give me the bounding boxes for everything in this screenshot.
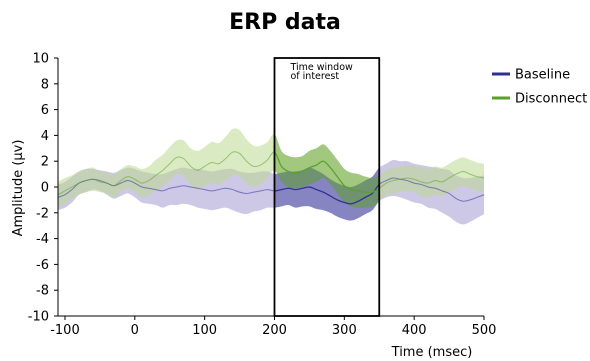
x-tick-label: 100 bbox=[192, 323, 217, 338]
chart-title: ERP data bbox=[229, 10, 341, 35]
confidence-bands bbox=[58, 128, 484, 225]
x-tick-label: -100 bbox=[50, 323, 80, 338]
y-tick-label: 8 bbox=[41, 77, 49, 92]
window-label-line: of interest bbox=[290, 71, 339, 82]
y-tick-label: 6 bbox=[41, 103, 49, 118]
y-tick-label: -6 bbox=[36, 258, 49, 273]
line-disconnect bbox=[57, 151, 485, 196]
x-axis-label: Time (msec) bbox=[391, 345, 473, 360]
legend-label-baseline: Baseline bbox=[515, 68, 570, 83]
y-tick-label: -8 bbox=[36, 284, 49, 299]
x-tick-label: 0 bbox=[131, 323, 139, 338]
y-tick-label: 0 bbox=[41, 181, 49, 196]
legend: Baseline Disconnect bbox=[492, 68, 587, 107]
x-tick-label: 200 bbox=[262, 323, 287, 338]
x-tick-label: 500 bbox=[472, 323, 497, 338]
window-label-line: Time window bbox=[289, 62, 353, 73]
y-tick-label: -4 bbox=[36, 232, 49, 247]
line-baseline bbox=[57, 177, 485, 205]
x-tick-label: 400 bbox=[402, 323, 427, 338]
y-tick-label: -2 bbox=[36, 206, 49, 221]
y-tick-label: 10 bbox=[32, 52, 49, 67]
y-tick-label: -10 bbox=[28, 310, 49, 325]
series-lines bbox=[57, 151, 485, 205]
y-tick-label: 2 bbox=[41, 155, 49, 170]
y-tick-label: 4 bbox=[41, 129, 49, 144]
band-disconnect bbox=[58, 128, 484, 208]
band-disconnect-window bbox=[274, 134, 380, 208]
axes: 10 8 6 4 2 0 -2 -4 -6 -8 -10-100 0 100 200 300 400 500 bbox=[28, 52, 497, 339]
legend-label-disconnect: Disconnect bbox=[515, 92, 587, 107]
x-tick-label: 300 bbox=[332, 323, 357, 338]
y-axis-label: Amplitude (μv) bbox=[11, 140, 26, 237]
